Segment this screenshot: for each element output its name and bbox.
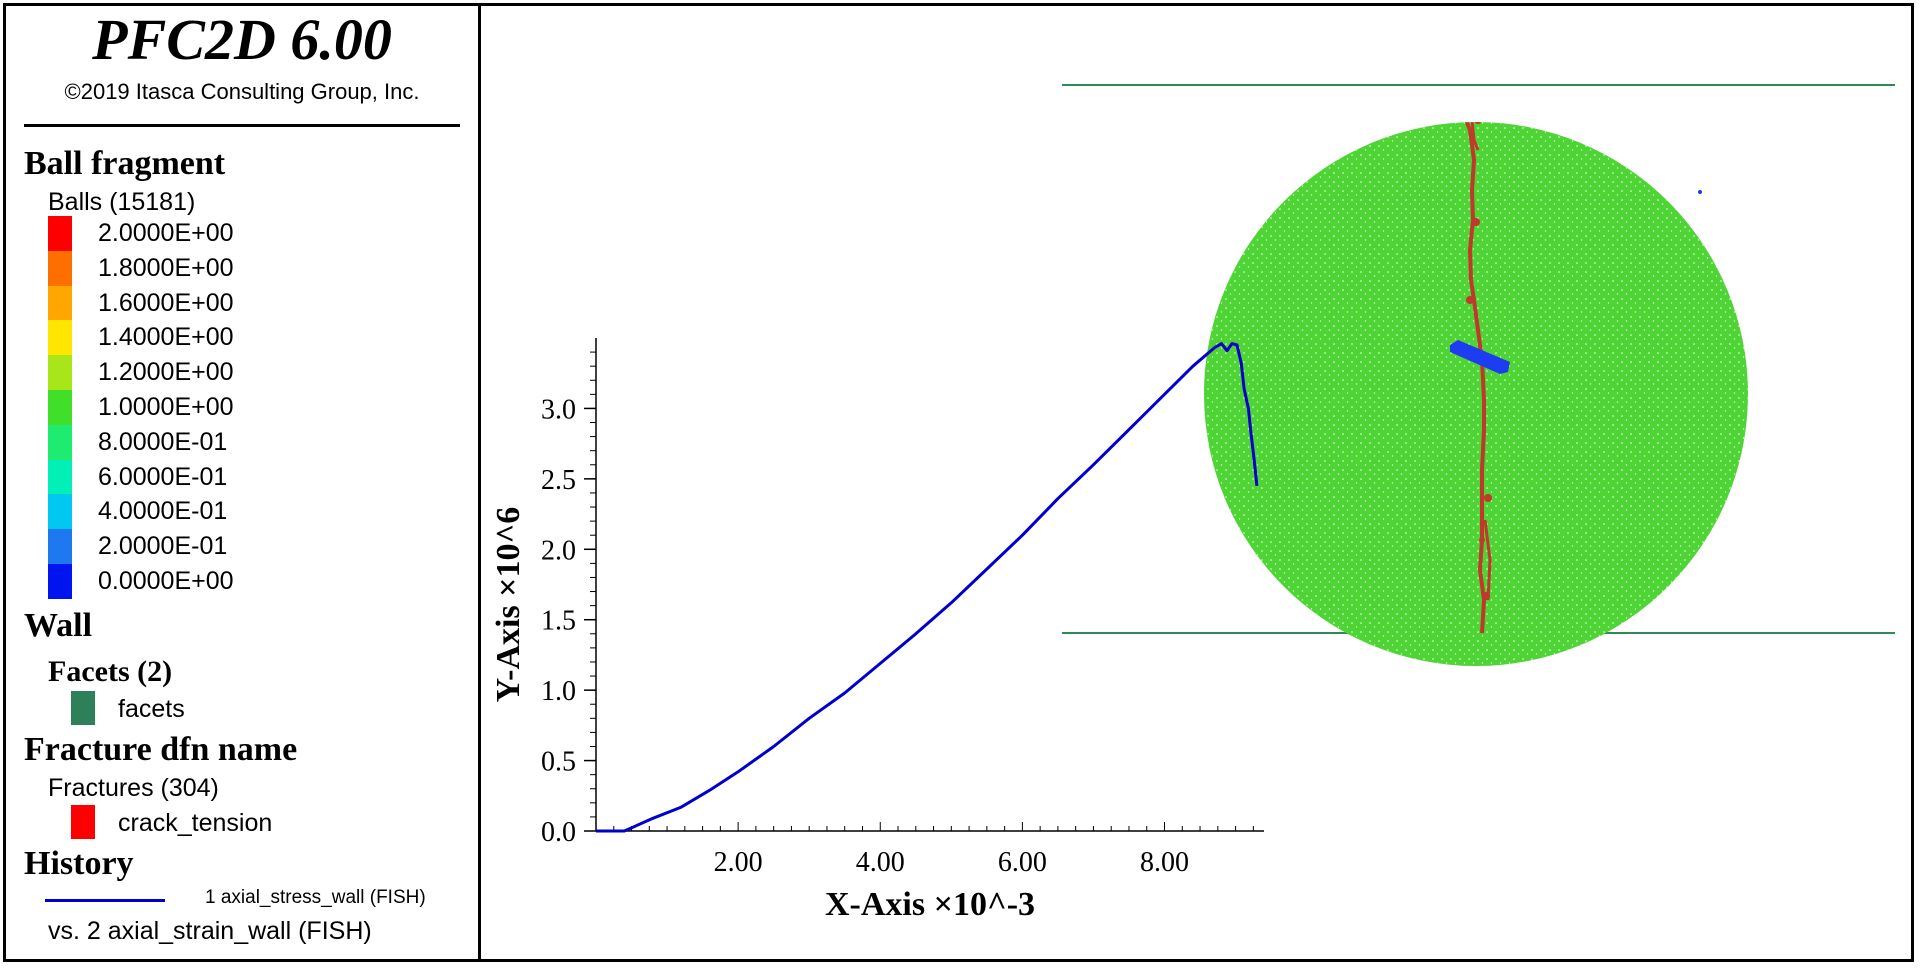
ramp-swatch-3 <box>48 320 72 356</box>
ramp-swatch-2 <box>48 285 72 321</box>
ramp-swatch-4 <box>48 355 72 391</box>
ramp-label-2: 1.6000E+00 <box>98 288 234 317</box>
ramp-swatch-0 <box>48 216 72 251</box>
facets-label: facets <box>118 695 185 723</box>
ball-section-heading: Ball fragment <box>24 145 226 182</box>
ramp-swatch-7 <box>48 459 72 495</box>
y-tick-label: 3.0 <box>541 394 576 425</box>
y-tick-label: 2.0 <box>541 535 576 566</box>
ramp-label-9: 2.0000E-01 <box>98 532 228 561</box>
specimen-disk <box>1204 122 1748 666</box>
y-tick-label: 2.5 <box>541 465 576 496</box>
y-tick-label: 0.5 <box>541 747 576 778</box>
y-tick-label: 1.0 <box>541 676 576 707</box>
outer-frame <box>3 3 1914 962</box>
copyright-text: ©2019 Itasca Consulting Group, Inc. <box>64 79 420 104</box>
fragment-cluster <box>1450 340 1510 374</box>
legend-panel: PFC2D 6.00 ©2019 Itasca Consulting Group… <box>3 3 481 962</box>
ramp-swatch-1 <box>48 250 72 286</box>
fractures-count-label: Fractures (304) <box>48 774 219 802</box>
plot-area: 2.00 4.00 6.00 8.00 0.0 0.5 1.0 1.5 2.0 2.5 3.0 X-A… <box>490 84 1895 923</box>
history-chart: 2.00 4.00 6.00 8.00 0.0 0.5 1.0 1.5 2.0 2.5 3.0 X-A… <box>490 338 1264 923</box>
ramp-label-5: 1.0000E+00 <box>98 393 234 421</box>
ramp-label-10: 0.0000E+00 <box>98 567 234 595</box>
wall-section-heading: Wall <box>24 607 93 644</box>
title-divider <box>24 124 460 127</box>
crack-tension-label: crack_tension <box>118 809 273 837</box>
balls-count-label: Balls (15181) <box>48 188 196 216</box>
facets-heading: Facets (2) <box>48 655 173 688</box>
y-axis-label: Y-Axis ×10^6 <box>490 507 527 703</box>
ramp-label-6: 8.0000E-01 <box>98 427 228 456</box>
series-line-0 <box>596 342 1259 833</box>
x-tick-label: 6.00 <box>998 847 1047 878</box>
x-axis-label: X-Axis ×10^-3 <box>825 886 1035 923</box>
ramp-label-3: 1.4000E+00 <box>98 323 234 352</box>
history-section-heading: History <box>24 845 134 882</box>
fracture-section-heading: Fracture dfn name <box>24 731 298 768</box>
ramp-label-4: 1.2000E+00 <box>98 358 234 387</box>
ramp-swatch-10 <box>48 564 72 599</box>
ramp-swatch-8 <box>48 494 72 530</box>
history-line-swatch <box>45 899 165 902</box>
app-title: PFC2D 6.00 <box>92 7 392 72</box>
facets-swatch <box>71 691 95 725</box>
x-tick-label: 8.00 <box>1140 847 1189 878</box>
y-tick-label: 1.5 <box>541 606 576 637</box>
x-tick-label: 4.00 <box>856 847 905 878</box>
history-vs-label: vs. 2 axial_strain_wall (FISH) <box>48 917 372 945</box>
ramp-label-1: 1.8000E+00 <box>98 253 234 282</box>
history-series-label: 1 axial_stress_wall (FISH) <box>205 887 426 908</box>
y-tick-label: 0.0 <box>541 817 576 848</box>
ramp-label-7: 6.0000E-01 <box>98 462 228 491</box>
ramp-swatch-6 <box>48 424 72 460</box>
ramp-label-8: 4.0000E-01 <box>98 497 228 526</box>
crack-tension-swatch <box>71 805 95 839</box>
ramp-label-0: 2.0000E+00 <box>98 219 234 247</box>
ramp-swatch-5 <box>48 390 72 425</box>
ramp-swatch-9 <box>48 529 72 565</box>
x-tick-label: 2.00 <box>714 847 763 878</box>
